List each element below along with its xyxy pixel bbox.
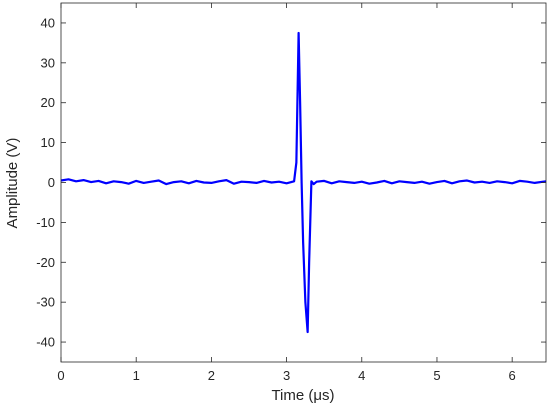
y-tick-label: 0 (48, 175, 55, 190)
y-tick-label: 30 (41, 55, 55, 70)
axes-frame (60, 2, 547, 363)
x-tick-label: 0 (57, 368, 64, 383)
x-tick-label: 6 (509, 368, 516, 383)
y-tick-label: -10 (36, 215, 55, 230)
x-tick-label: 1 (133, 368, 140, 383)
y-tick-label: 40 (41, 15, 55, 30)
x-axis-label: Time (μs) (271, 387, 334, 404)
y-tick-label: 20 (41, 95, 55, 110)
y-tick-label: 10 (41, 135, 55, 150)
axis-ticks: 0 1 2 3 4 5 6 40 30 20 10 0 -10 -20 -30 -40 (36, 3, 546, 383)
y-tick-label: -40 (36, 335, 55, 350)
x-tick-label: 3 (283, 368, 290, 383)
plot-area (60, 31, 547, 334)
y-axis-label: Amplitude (V) (4, 138, 21, 229)
x-tick-label: 5 (433, 368, 440, 383)
y-tick-label: -30 (36, 295, 55, 310)
x-tick-label: 2 (208, 368, 215, 383)
series-line (60, 31, 547, 334)
y-tick-label: -20 (36, 255, 55, 270)
x-tick-label: 4 (358, 368, 365, 383)
